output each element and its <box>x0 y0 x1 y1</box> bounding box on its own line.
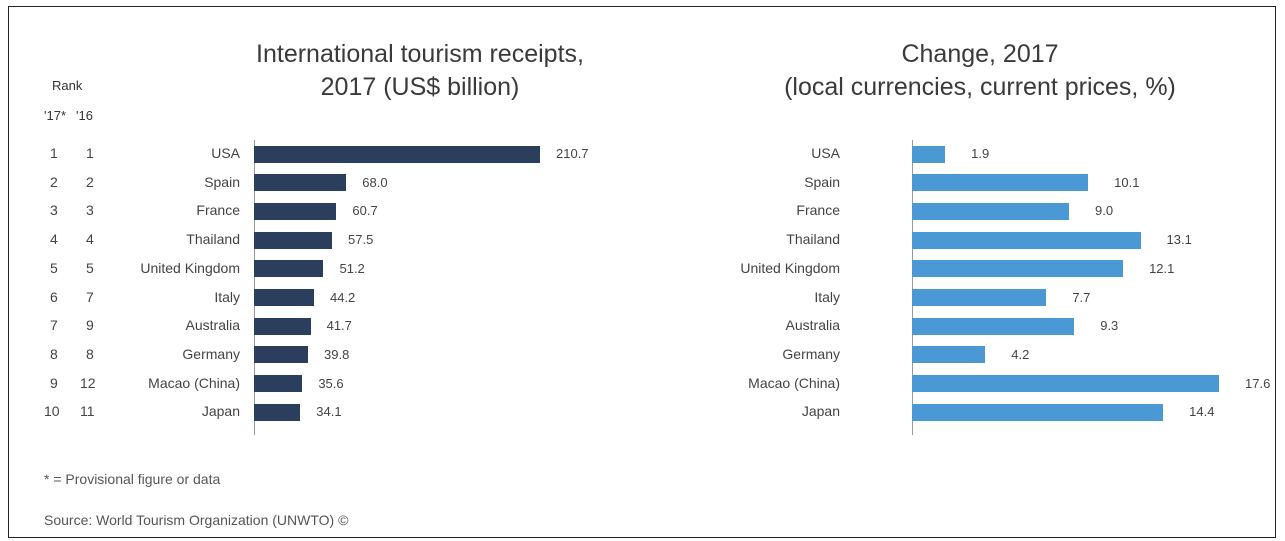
left-chart-title: International tourism receipts, 2017 (US… <box>190 38 650 104</box>
rank-2016-cell: 5 <box>86 260 94 276</box>
rank-2016-cell: 3 <box>86 202 94 218</box>
right-category-label: Macao (China) <box>748 375 840 391</box>
left-bar <box>254 375 302 392</box>
right-value-label: 1.9 <box>971 146 989 161</box>
right-bar <box>912 203 1069 220</box>
right-value-label: 17.6 <box>1245 376 1270 391</box>
left-category-label: Italy <box>214 289 240 305</box>
rank-2016-cell: 9 <box>86 317 94 333</box>
left-value-label: 39.8 <box>324 347 349 362</box>
rank-header-2016: '16 <box>76 108 93 123</box>
left-bar <box>254 146 540 163</box>
left-category-label: United Kingdom <box>140 260 240 276</box>
source-note: Source: World Tourism Organization (UNWT… <box>44 512 348 528</box>
right-bar <box>912 404 1163 421</box>
right-category-label: Spain <box>804 174 840 190</box>
rank-2017-cell: 6 <box>50 289 58 305</box>
left-category-label: Japan <box>202 403 240 419</box>
right-bar <box>912 346 985 363</box>
right-chart-title: Change, 2017 (local currencies, current … <box>730 38 1230 104</box>
right-value-label: 9.0 <box>1095 203 1113 218</box>
left-value-label: 41.7 <box>327 318 352 333</box>
right-category-label: Australia <box>786 317 840 333</box>
right-category-label: Italy <box>814 289 840 305</box>
rank-2017-cell: 8 <box>50 346 58 362</box>
left-bar <box>254 232 332 249</box>
right-value-label: 12.1 <box>1149 261 1174 276</box>
right-value-label: 7.7 <box>1072 290 1090 305</box>
right-value-label: 13.1 <box>1167 232 1192 247</box>
left-bar <box>254 174 346 191</box>
left-value-label: 60.7 <box>352 203 377 218</box>
rank-2017-cell: 7 <box>50 317 58 333</box>
left-category-label: Australia <box>186 317 240 333</box>
rank-2016-cell: 1 <box>86 145 94 161</box>
left-bar <box>254 346 308 363</box>
rank-2017-cell: 10 <box>44 403 60 419</box>
right-category-label: United Kingdom <box>740 260 840 276</box>
rank-2016-cell: 8 <box>86 346 94 362</box>
right-value-label: 10.1 <box>1114 175 1139 190</box>
left-bar <box>254 404 300 421</box>
left-bar <box>254 203 336 220</box>
rank-2016-cell: 12 <box>80 375 96 391</box>
right-bar <box>912 146 945 163</box>
footnote: * = Provisional figure or data <box>44 471 220 487</box>
rank-2016-cell: 4 <box>86 231 94 247</box>
left-title-line-1: International tourism receipts, <box>190 38 650 71</box>
right-category-label: Japan <box>802 403 840 419</box>
left-value-label: 35.6 <box>318 376 343 391</box>
rank-2017-cell: 1 <box>50 145 58 161</box>
left-bar <box>254 289 314 306</box>
right-value-label: 9.3 <box>1100 318 1118 333</box>
right-bar <box>912 289 1046 306</box>
rank-heading: Rank <box>52 78 82 93</box>
left-category-label: Spain <box>204 174 240 190</box>
rank-2017-cell: 3 <box>50 202 58 218</box>
left-category-label: Germany <box>182 346 240 362</box>
rank-2017-cell: 2 <box>50 174 58 190</box>
right-category-label: Germany <box>782 346 840 362</box>
left-value-label: 34.1 <box>316 404 341 419</box>
left-value-label: 68.0 <box>362 175 387 190</box>
right-bar <box>912 318 1074 335</box>
left-category-label: Thailand <box>186 231 240 247</box>
left-title-line-2: 2017 (US$ billion) <box>190 71 650 104</box>
left-value-label: 57.5 <box>348 232 373 247</box>
rank-2017-cell: 4 <box>50 231 58 247</box>
right-bar <box>912 375 1219 392</box>
rank-2016-cell: 2 <box>86 174 94 190</box>
left-bar <box>254 260 323 277</box>
right-bar <box>912 174 1088 191</box>
rank-2016-cell: 11 <box>80 403 95 419</box>
left-bar <box>254 318 311 335</box>
left-category-label: USA <box>211 145 240 161</box>
right-value-label: 14.4 <box>1189 404 1214 419</box>
rank-header-2017: '17* <box>44 108 66 123</box>
rank-2017-cell: 5 <box>50 260 58 276</box>
left-value-label: 51.2 <box>339 261 364 276</box>
right-category-label: USA <box>811 145 840 161</box>
left-value-label: 210.7 <box>556 146 589 161</box>
right-category-label: Thailand <box>786 231 840 247</box>
right-category-label: France <box>796 202 840 218</box>
rank-2017-cell: 9 <box>50 375 58 391</box>
right-bar <box>912 232 1141 249</box>
left-value-label: 44.2 <box>330 290 355 305</box>
rank-2016-cell: 7 <box>86 289 94 305</box>
right-title-line-2: (local currencies, current prices, %) <box>730 71 1230 104</box>
right-title-line-1: Change, 2017 <box>730 38 1230 71</box>
left-category-label: Macao (China) <box>148 375 240 391</box>
right-bar <box>912 260 1123 277</box>
right-value-label: 4.2 <box>1011 347 1029 362</box>
left-category-label: France <box>196 202 240 218</box>
